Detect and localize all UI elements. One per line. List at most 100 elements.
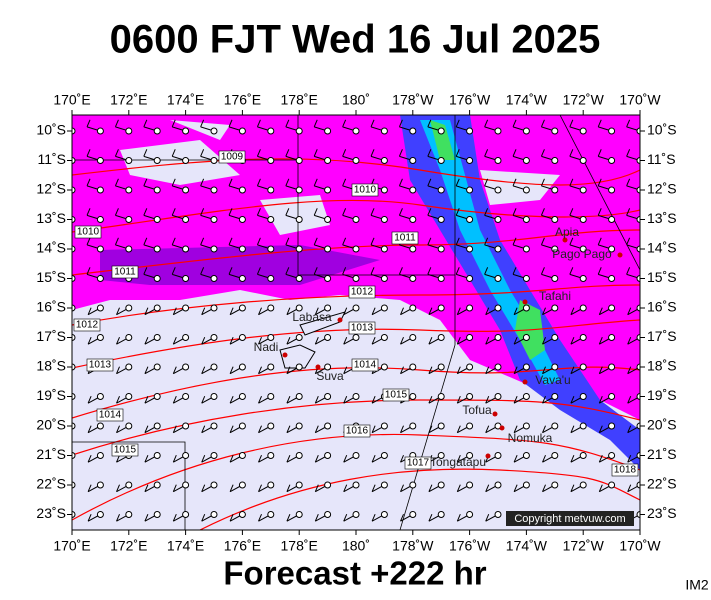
lon-label-bottom: 180˚	[342, 538, 370, 554]
barb-flag	[485, 337, 490, 345]
barb-flag	[598, 366, 603, 374]
barb-station	[238, 393, 246, 400]
barb-station	[522, 304, 530, 312]
barb-station	[409, 481, 417, 489]
barb-station	[380, 186, 388, 194]
barb-flag	[314, 396, 319, 404]
barb-station	[466, 363, 474, 371]
barb-flag	[627, 307, 632, 315]
barb-flag	[542, 396, 546, 404]
barb-flag	[598, 484, 603, 492]
barb-flag	[144, 396, 149, 404]
barb-flag	[172, 484, 177, 492]
barb-station	[125, 334, 133, 341]
barb-station	[551, 275, 559, 282]
barb-flag	[200, 178, 205, 187]
barb-station	[608, 127, 616, 135]
barb-flag	[285, 119, 290, 128]
barb-station	[409, 157, 417, 164]
barb-station	[96, 157, 104, 164]
barb-station	[153, 127, 161, 135]
barb-flag	[343, 514, 348, 522]
barb-station	[72, 127, 76, 135]
barb-station	[579, 216, 587, 223]
barb-flag	[627, 366, 632, 374]
barb-station	[494, 216, 502, 223]
barb-flag	[427, 178, 432, 187]
barb-station	[494, 275, 502, 282]
barb-station	[608, 275, 616, 282]
barb-flag	[484, 178, 489, 187]
barb-flag	[172, 396, 177, 404]
barb-station	[409, 393, 417, 400]
barb-flag	[171, 178, 176, 187]
barb-station	[608, 481, 616, 489]
barb-station	[295, 363, 303, 371]
barb-flag	[343, 366, 348, 374]
barb-flag	[258, 455, 262, 463]
barb-station	[153, 511, 161, 518]
barb-flag	[485, 396, 490, 404]
barb-flag	[172, 455, 177, 463]
barb-station	[295, 481, 303, 489]
barb-flag	[597, 119, 602, 128]
barb-station	[295, 304, 303, 312]
barb-station	[210, 481, 218, 489]
isobar-label-box	[343, 424, 371, 438]
barb-station	[267, 511, 275, 518]
isobar-label: 1011	[114, 267, 136, 278]
barb-flag	[627, 455, 632, 463]
barb-station	[437, 511, 445, 518]
barb-station	[153, 393, 161, 400]
barb-station	[636, 452, 640, 459]
barb-flag	[314, 455, 319, 463]
barb-station	[551, 393, 559, 400]
barb-flag	[456, 396, 461, 404]
barb-flag	[343, 337, 348, 345]
barb-station	[182, 363, 190, 371]
barb-flag	[343, 396, 348, 404]
barb-station	[608, 216, 616, 223]
barb-flag	[428, 484, 433, 492]
barb-station	[466, 216, 474, 223]
barb-flag	[513, 455, 518, 463]
barb-flag	[400, 455, 404, 463]
barb-flag	[172, 425, 177, 433]
barb-flag	[258, 307, 262, 315]
barb-flag	[512, 267, 517, 275]
barb-flag	[455, 237, 460, 246]
barb-station	[72, 186, 76, 194]
barb-station	[267, 422, 275, 430]
barb-flag	[286, 455, 291, 463]
barb-station	[72, 452, 76, 459]
barb-flag	[456, 455, 461, 463]
barb-station	[494, 363, 502, 371]
barb-station	[579, 481, 587, 489]
barb-flag	[144, 307, 149, 315]
lat-label-right: 11˚S	[647, 151, 676, 167]
barb-flag	[116, 366, 120, 374]
barb-flag	[597, 178, 602, 187]
barb-station	[380, 452, 388, 459]
barb-flag	[569, 119, 574, 128]
barb-station	[210, 127, 218, 135]
barb-station	[267, 393, 275, 400]
barb-station	[96, 334, 104, 341]
barb-flag	[285, 267, 290, 275]
barb-station	[437, 304, 445, 312]
barb-station	[125, 363, 133, 371]
barb-flag	[286, 366, 291, 374]
barb-flag	[542, 307, 546, 315]
barb-station	[153, 304, 161, 312]
barb-station	[182, 422, 190, 430]
lat-label-right: 12˚S	[647, 181, 677, 197]
barb-station	[295, 422, 303, 430]
barb-station	[636, 245, 640, 253]
barb-station	[295, 511, 303, 518]
barb-flag	[512, 237, 517, 246]
barb-station	[466, 452, 474, 459]
barb-flag	[86, 149, 91, 157]
barb-station	[494, 157, 502, 164]
barb-flag	[116, 307, 120, 315]
barb-station	[551, 127, 559, 135]
